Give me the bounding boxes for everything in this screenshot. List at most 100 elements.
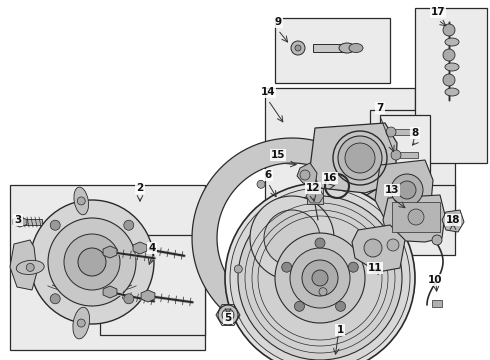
Circle shape <box>30 200 154 324</box>
Ellipse shape <box>16 260 44 274</box>
Circle shape <box>48 218 136 306</box>
Circle shape <box>225 183 415 360</box>
Circle shape <box>50 220 60 230</box>
Text: 8: 8 <box>412 128 418 138</box>
Text: 5: 5 <box>224 313 232 323</box>
Circle shape <box>264 210 320 266</box>
Circle shape <box>250 196 334 280</box>
Circle shape <box>443 74 455 86</box>
Bar <box>370 110 455 235</box>
Polygon shape <box>103 246 117 258</box>
Circle shape <box>294 301 304 311</box>
Circle shape <box>391 174 423 206</box>
Circle shape <box>275 233 365 323</box>
Circle shape <box>78 248 106 276</box>
Circle shape <box>312 270 328 286</box>
Circle shape <box>387 239 399 251</box>
Bar <box>415 8 487 163</box>
Circle shape <box>338 136 382 180</box>
Text: 13: 13 <box>385 185 399 195</box>
Text: 17: 17 <box>431 7 445 17</box>
Circle shape <box>290 248 350 308</box>
Polygon shape <box>103 286 117 298</box>
Bar <box>275 18 390 83</box>
Bar <box>380 115 430 180</box>
Polygon shape <box>192 138 392 338</box>
Circle shape <box>345 143 375 173</box>
Text: 10: 10 <box>428 275 442 285</box>
Circle shape <box>124 220 134 230</box>
Circle shape <box>386 127 396 137</box>
Polygon shape <box>141 290 155 302</box>
Text: 6: 6 <box>265 170 271 180</box>
Ellipse shape <box>445 63 459 71</box>
Circle shape <box>348 262 358 272</box>
Circle shape <box>336 301 345 311</box>
Text: 2: 2 <box>136 183 144 193</box>
Circle shape <box>238 196 402 360</box>
Circle shape <box>364 239 382 257</box>
Polygon shape <box>10 240 37 290</box>
Polygon shape <box>306 189 324 203</box>
Circle shape <box>300 170 310 180</box>
Bar <box>307 188 323 204</box>
Circle shape <box>77 319 85 327</box>
Circle shape <box>234 265 243 273</box>
Circle shape <box>295 45 301 51</box>
Circle shape <box>398 181 416 199</box>
Bar <box>395 129 413 135</box>
Circle shape <box>50 294 60 304</box>
Text: 14: 14 <box>261 87 275 97</box>
Polygon shape <box>310 123 397 193</box>
Polygon shape <box>133 242 147 254</box>
Circle shape <box>26 264 34 271</box>
Circle shape <box>319 288 327 296</box>
Bar <box>20 219 42 225</box>
Circle shape <box>77 197 85 205</box>
Bar <box>400 152 418 158</box>
Circle shape <box>432 235 442 245</box>
Ellipse shape <box>73 307 90 339</box>
Circle shape <box>230 188 410 360</box>
Circle shape <box>443 24 455 36</box>
Ellipse shape <box>339 43 355 53</box>
Circle shape <box>64 234 120 290</box>
Bar <box>100 235 205 335</box>
Text: 12: 12 <box>306 183 320 193</box>
Circle shape <box>291 41 305 55</box>
Text: 1: 1 <box>336 325 343 335</box>
Ellipse shape <box>445 88 459 96</box>
Ellipse shape <box>445 38 459 46</box>
Circle shape <box>391 150 401 160</box>
Polygon shape <box>375 160 433 220</box>
Text: 11: 11 <box>368 263 382 273</box>
Polygon shape <box>383 195 445 242</box>
Circle shape <box>124 294 134 304</box>
Bar <box>432 300 442 307</box>
Bar <box>313 44 345 52</box>
Circle shape <box>257 180 265 188</box>
Polygon shape <box>352 225 405 272</box>
Polygon shape <box>297 163 317 186</box>
Text: 4: 4 <box>148 243 156 253</box>
Circle shape <box>302 260 338 296</box>
Bar <box>380 185 455 255</box>
Bar <box>392 202 440 232</box>
Text: 15: 15 <box>271 150 285 160</box>
Circle shape <box>315 238 325 248</box>
Polygon shape <box>442 210 464 232</box>
Text: 3: 3 <box>14 215 22 225</box>
Ellipse shape <box>74 187 89 215</box>
Text: 16: 16 <box>323 173 337 183</box>
Bar <box>265 88 415 238</box>
Circle shape <box>218 305 238 325</box>
Circle shape <box>408 209 424 225</box>
Polygon shape <box>13 217 27 227</box>
Circle shape <box>448 216 458 226</box>
Circle shape <box>443 49 455 61</box>
Text: 7: 7 <box>376 103 384 113</box>
Ellipse shape <box>349 44 363 53</box>
Bar <box>10 185 205 350</box>
Circle shape <box>222 309 234 321</box>
Text: 9: 9 <box>274 17 282 27</box>
